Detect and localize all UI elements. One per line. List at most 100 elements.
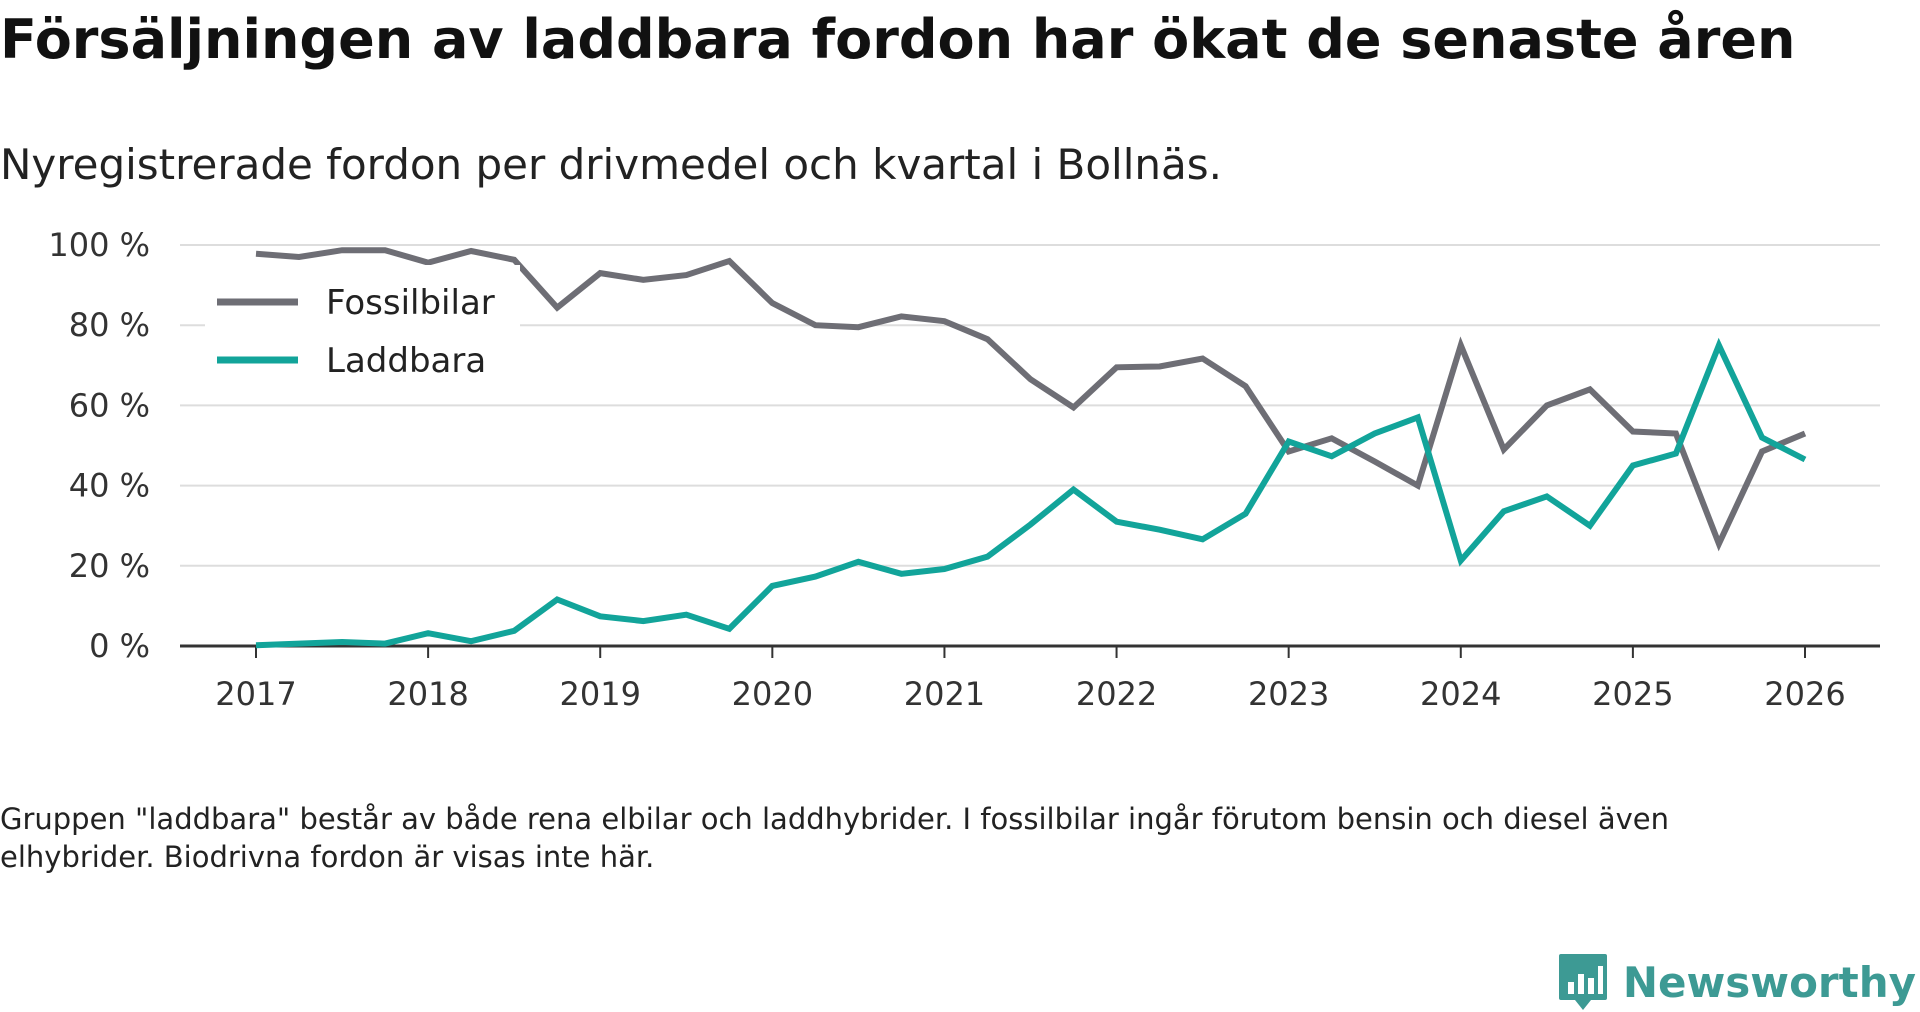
data-point-laddbara: [1071, 487, 1077, 493]
series-line-fossilbilar: [255, 247, 1807, 552]
data-point-laddbara: [1716, 342, 1722, 348]
data-point-fossilbilar: [425, 260, 431, 266]
data-point-fossilbilar: [253, 251, 259, 257]
data-point-laddbara: [253, 642, 259, 648]
series-line-laddbara: [255, 337, 1807, 649]
data-point-fossilbilar: [769, 300, 775, 306]
legend-background: [205, 265, 520, 395]
y-tick-label: 60 %: [69, 386, 150, 424]
newsworthy-logo-icon: [1558, 954, 1607, 1010]
data-point-fossilbilar: [640, 277, 646, 283]
y-tick-label: 100 %: [48, 226, 150, 264]
data-point-fossilbilar: [1501, 447, 1507, 453]
data-point-fossilbilar: [941, 318, 947, 324]
x-axis: 2017 2018 2019 2020 2021 2022 2023 2024 2025 2026: [180, 644, 1880, 713]
data-point-fossilbilar: [1458, 342, 1464, 348]
data-point-laddbara: [898, 571, 904, 577]
x-tick-label: 2017: [215, 675, 296, 713]
data-point-fossilbilar: [1759, 449, 1765, 455]
data-point-fossilbilar: [1630, 428, 1636, 434]
data-point-fossilbilar: [1071, 404, 1077, 410]
data-point-laddbara: [1501, 508, 1507, 514]
data-point-laddbara: [1587, 523, 1593, 529]
x-tick-label: 2021: [904, 675, 985, 713]
data-point-fossilbilar: [1157, 364, 1163, 370]
legend-label: Laddbara: [326, 341, 486, 381]
data-point-fossilbilar: [597, 270, 603, 276]
footnote: Gruppen "laddbara" består av både rena e…: [0, 802, 1669, 874]
data-point-fossilbilar: [1716, 541, 1722, 547]
data-point-fossilbilar: [812, 322, 818, 328]
data-point-laddbara: [726, 626, 732, 632]
data-point-laddbara: [1544, 493, 1550, 499]
data-point-fossilbilar: [1802, 430, 1808, 436]
data-point-laddbara: [1200, 536, 1206, 542]
data-point-laddbara: [1630, 463, 1636, 469]
line-chart: 0 % 20 % 40 % 60 % 80 % 100 % 2017 2018 2019 202…: [48, 226, 1880, 713]
data-point-laddbara: [1114, 519, 1120, 525]
data-point-laddbara: [984, 554, 990, 560]
data-point-fossilbilar: [382, 247, 388, 253]
data-point-fossilbilar: [683, 272, 689, 278]
y-axis: 0 % 20 % 40 % 60 % 80 % 100 %: [48, 226, 150, 665]
data-point-laddbara: [339, 639, 345, 645]
data-point-fossilbilar: [1028, 376, 1034, 382]
data-point-laddbara: [769, 583, 775, 589]
chart-subtitle: Nyregistrerade fordon per drivmedel och …: [0, 140, 1222, 189]
data-point-fossilbilar: [1415, 483, 1421, 489]
data-point-laddbara: [1415, 414, 1421, 420]
data-point-fossilbilar: [984, 336, 990, 342]
x-tick-label: 2023: [1248, 675, 1329, 713]
data-point-laddbara: [1243, 511, 1249, 517]
data-point-laddbara: [296, 641, 302, 647]
x-tick-label: 2022: [1076, 675, 1157, 713]
x-tick-label: 2024: [1420, 675, 1501, 713]
brand: Newsworthy: [1557, 952, 1916, 1012]
x-tick-label: 2026: [1764, 675, 1845, 713]
legend-label: Fossilbilar: [326, 283, 495, 323]
data-point-laddbara: [468, 638, 474, 644]
data-point-laddbara: [382, 641, 388, 647]
data-point-fossilbilar: [1329, 435, 1335, 441]
data-point-fossilbilar: [726, 258, 732, 264]
y-tick-label: 80 %: [69, 306, 150, 344]
data-point-laddbara: [855, 559, 861, 565]
data-point-laddbara: [1286, 438, 1292, 444]
data-point-laddbara: [1372, 430, 1378, 436]
y-tick-label: 20 %: [69, 547, 150, 585]
y-tick-label: 0 %: [89, 627, 150, 665]
data-point-laddbara: [683, 612, 689, 618]
data-point-laddbara: [1157, 527, 1163, 533]
data-point-laddbara: [1028, 521, 1034, 527]
series-lines: [253, 247, 1808, 649]
data-point-laddbara: [425, 630, 431, 636]
data-point-laddbara: [511, 628, 517, 634]
data-point-fossilbilar: [1587, 386, 1593, 392]
data-point-laddbara: [640, 618, 646, 624]
data-point-laddbara: [1458, 558, 1464, 564]
x-tick-label: 2020: [732, 675, 813, 713]
data-point-laddbara: [554, 596, 560, 602]
y-tick-label: 40 %: [69, 467, 150, 505]
brand-name: Newsworthy: [1622, 957, 1916, 1007]
data-point-fossilbilar: [855, 324, 861, 330]
legend: Fossilbilar Laddbara: [205, 265, 520, 395]
data-point-fossilbilar: [468, 248, 474, 254]
data-point-fossilbilar: [1673, 430, 1679, 436]
data-point-laddbara: [812, 574, 818, 580]
data-point-fossilbilar: [296, 254, 302, 260]
x-tick-label: 2018: [387, 675, 468, 713]
data-point-laddbara: [1802, 457, 1808, 463]
x-tick-label: 2019: [560, 675, 641, 713]
data-point-fossilbilar: [1372, 459, 1378, 465]
data-point-laddbara: [941, 566, 947, 572]
data-point-fossilbilar: [554, 305, 560, 311]
data-point-fossilbilar: [511, 257, 517, 263]
x-tick-label: 2025: [1592, 675, 1673, 713]
data-point-fossilbilar: [339, 247, 345, 253]
data-point-laddbara: [1759, 434, 1765, 440]
data-point-fossilbilar: [1200, 355, 1206, 361]
data-point-laddbara: [1329, 453, 1335, 459]
data-point-fossilbilar: [1243, 383, 1249, 389]
data-point-fossilbilar: [1114, 364, 1120, 370]
